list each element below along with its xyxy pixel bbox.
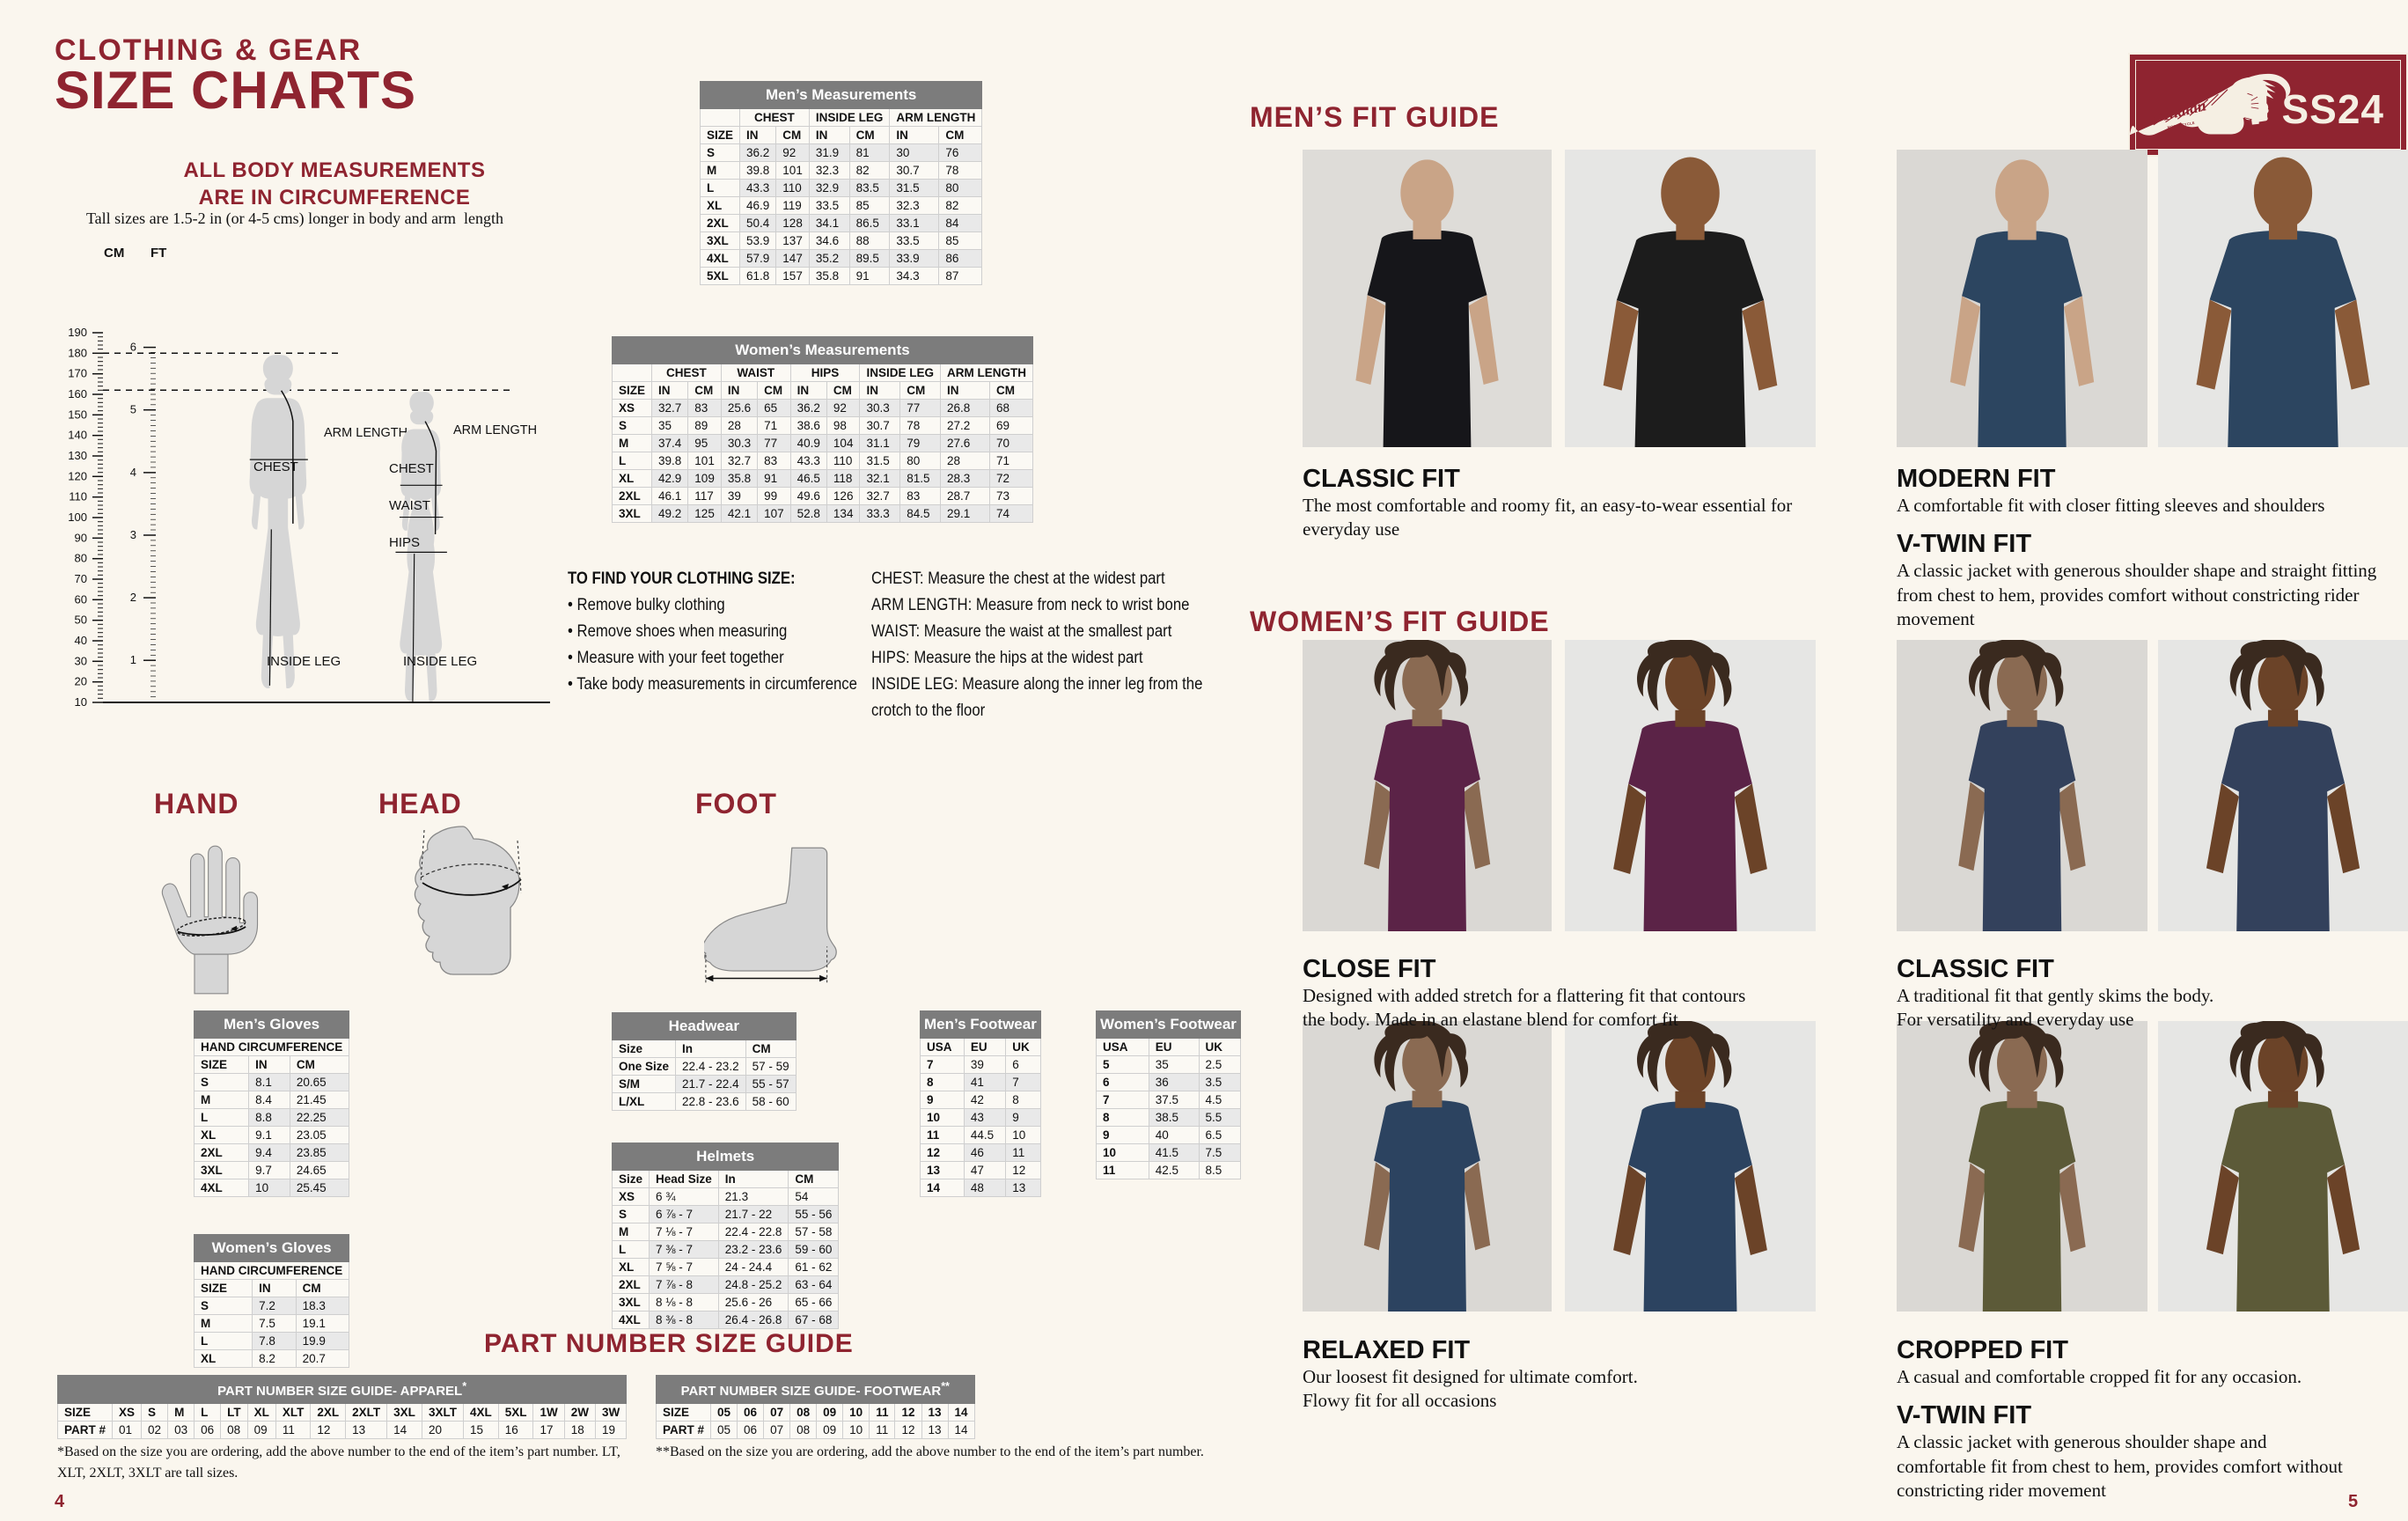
svg-text:30: 30 [75, 654, 87, 667]
svg-text:FT: FT [150, 246, 166, 261]
svg-text:10: 10 [75, 695, 87, 709]
svg-text:90: 90 [75, 531, 87, 544]
svg-text:140: 140 [68, 429, 87, 442]
svg-text:60: 60 [75, 592, 87, 606]
svg-text:70: 70 [75, 572, 87, 585]
svg-text:3: 3 [130, 528, 136, 541]
svg-text:ARM LENGTH: ARM LENGTH [324, 426, 407, 440]
svg-text:190: 190 [68, 326, 87, 339]
svg-text:50: 50 [75, 614, 87, 627]
svg-text:2: 2 [130, 591, 136, 604]
svg-text:180: 180 [68, 346, 87, 359]
svg-text:40: 40 [75, 634, 87, 647]
svg-text:110: 110 [69, 490, 87, 503]
svg-text:160: 160 [68, 387, 87, 400]
svg-text:20: 20 [75, 675, 87, 688]
svg-text:CHEST: CHEST [389, 461, 434, 476]
svg-text:ARM LENGTH: ARM LENGTH [453, 423, 537, 437]
svg-text:INSIDE LEG: INSIDE LEG [403, 654, 477, 669]
svg-text:INSIDE LEG: INSIDE LEG [267, 654, 341, 669]
svg-text:150: 150 [68, 408, 87, 421]
svg-text:4: 4 [130, 466, 136, 479]
svg-text:WAIST: WAIST [389, 498, 430, 513]
svg-text:170: 170 [68, 367, 87, 380]
svg-text:6: 6 [130, 341, 136, 354]
svg-text:CM: CM [104, 246, 124, 261]
svg-text:HIPS: HIPS [389, 535, 420, 550]
svg-text:1: 1 [130, 653, 136, 666]
svg-text:5: 5 [130, 403, 136, 416]
svg-text:130: 130 [68, 449, 87, 462]
svg-text:80: 80 [75, 552, 87, 565]
svg-text:120: 120 [68, 469, 87, 482]
svg-text:100: 100 [68, 511, 87, 524]
svg-text:CHEST: CHEST [253, 459, 298, 474]
